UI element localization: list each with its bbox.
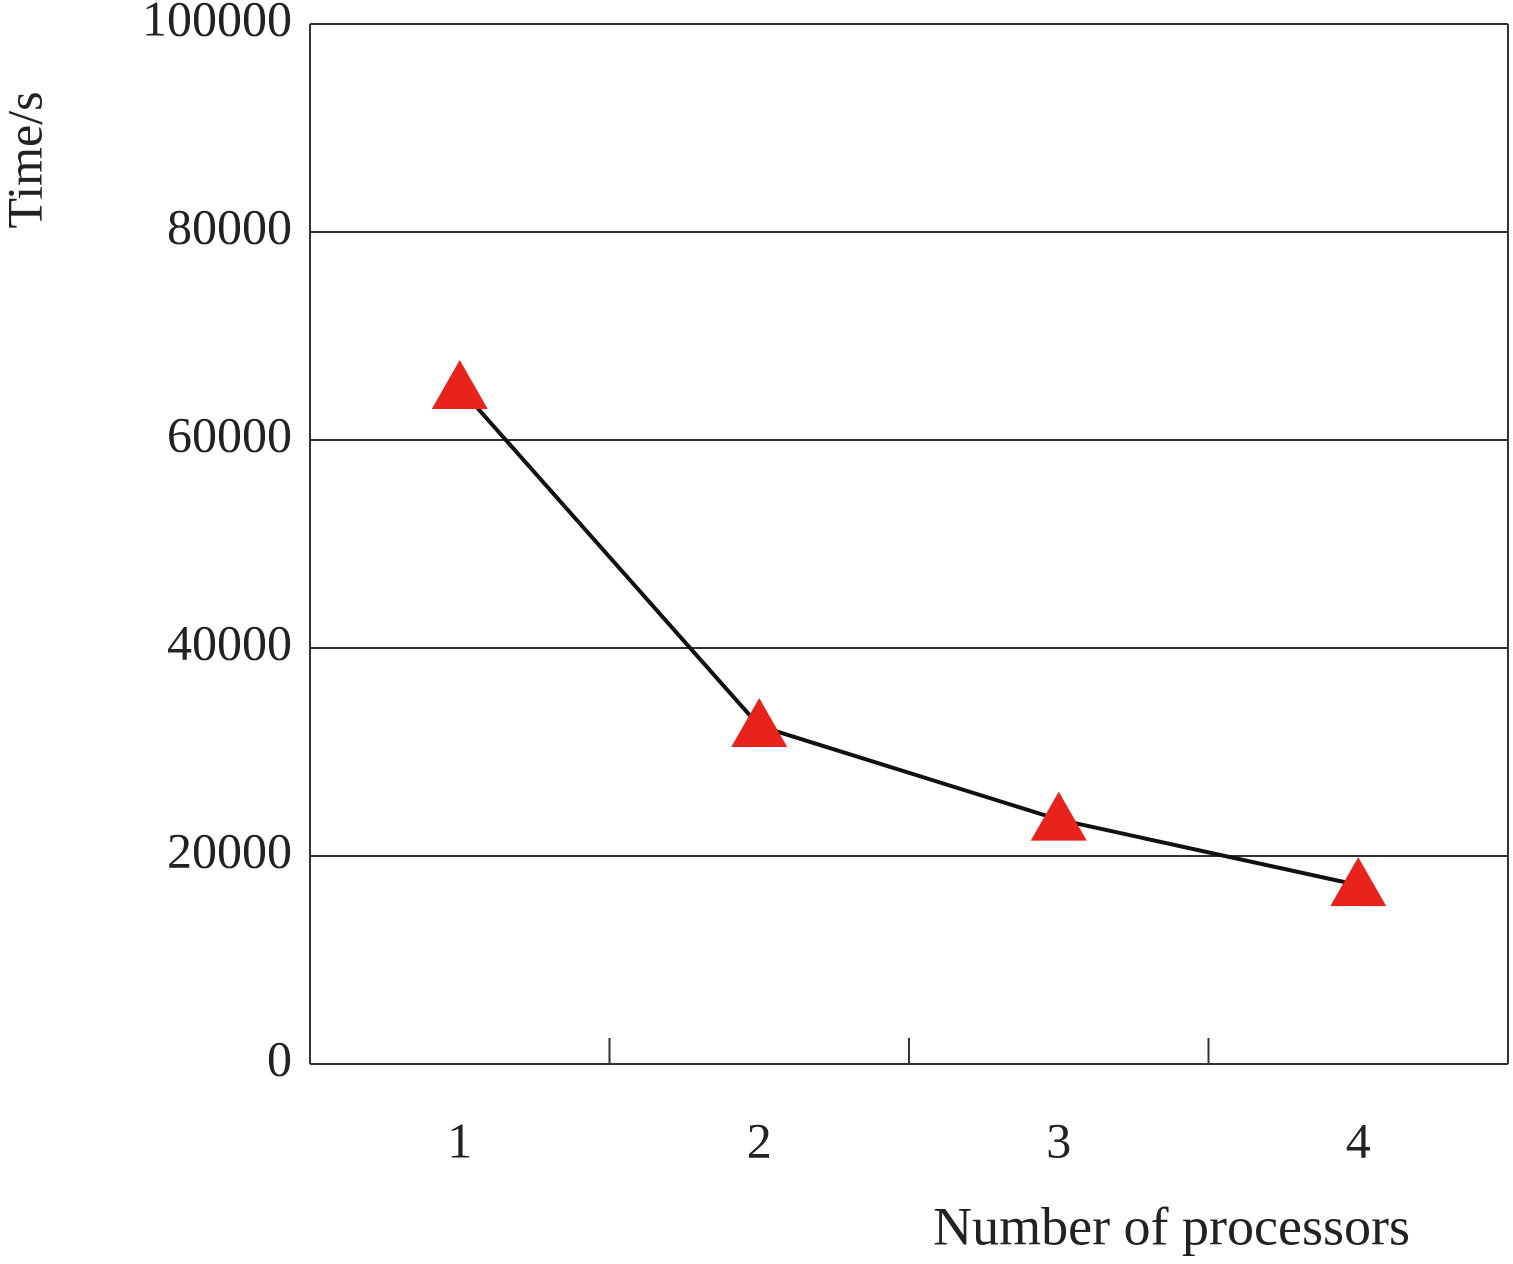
marker (1030, 791, 1087, 841)
x-tick-label: 2 (747, 1112, 772, 1168)
y-tick-label: 60000 (167, 406, 292, 462)
y-tick-label: 20000 (167, 822, 292, 878)
y-tick-label: 80000 (167, 198, 292, 254)
x-axis-label: Number of processors (933, 1196, 1410, 1256)
line (458, 386, 1359, 888)
y-tick-label: 0 (267, 1030, 292, 1086)
x-tick-label: 3 (1046, 1112, 1071, 1168)
y-axis-label: Time/s (0, 91, 52, 228)
y-tick-label: 40000 (167, 614, 292, 670)
y-tick-label: 100000 (142, 0, 292, 46)
x-tick-label: 4 (1346, 1112, 1371, 1168)
marker (431, 360, 488, 409)
marker (1330, 857, 1387, 907)
marker (731, 698, 788, 747)
x-tick-label: 1 (447, 1112, 472, 1168)
